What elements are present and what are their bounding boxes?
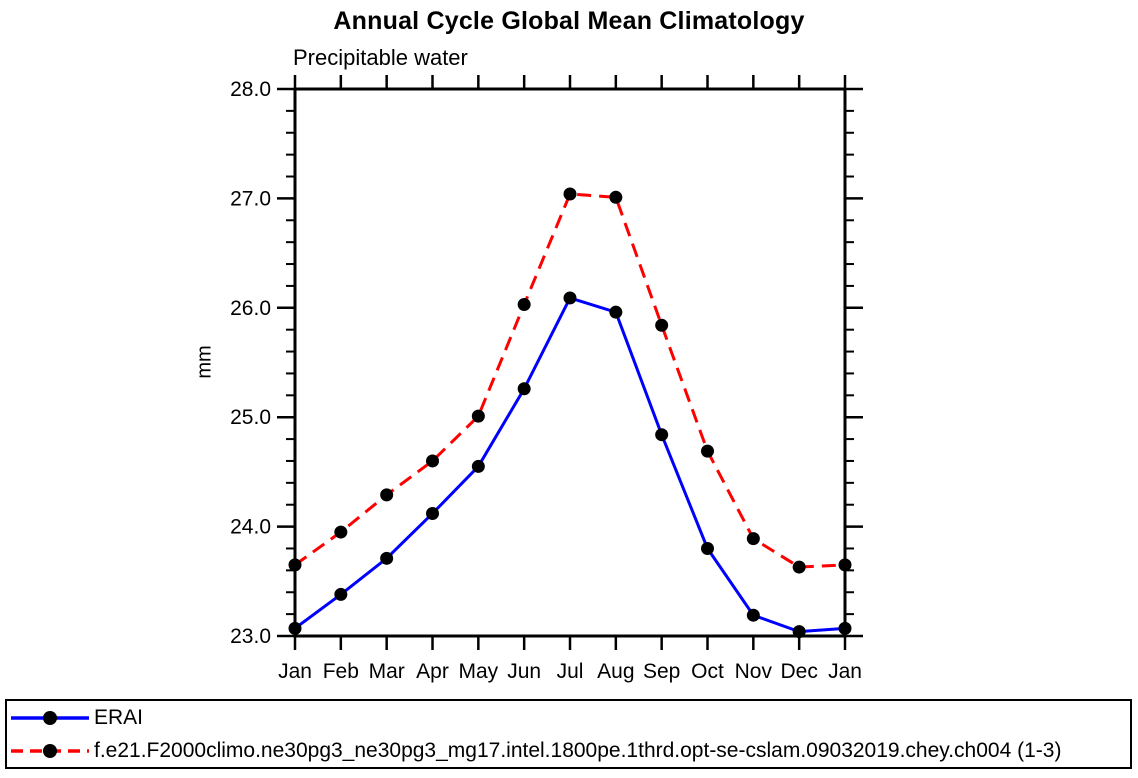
x-tick-label: Jan (828, 660, 862, 683)
data-point-marker (288, 558, 302, 572)
erai-key-line (11, 711, 89, 725)
y-tick-label: 26.0 (230, 297, 271, 320)
x-tick-label: Sep (643, 660, 680, 683)
data-point-marker (838, 621, 852, 635)
data-point-marker (471, 459, 485, 473)
model-key-line (11, 744, 89, 758)
data-point-marker (655, 428, 669, 442)
y-tick-label: 25.0 (230, 406, 271, 429)
x-tick-label: Nov (735, 660, 773, 683)
chart-title: Annual Cycle Global Mean Climatology (333, 7, 805, 35)
data-point-marker (792, 560, 806, 574)
data-point-marker (334, 587, 348, 601)
data-point-marker (746, 532, 760, 546)
x-tick-label: May (458, 660, 498, 683)
y-tick-label: 27.0 (230, 187, 271, 210)
legend-item-erai: ERAI (9, 705, 143, 731)
plot-frame (293, 87, 847, 638)
model-line (294, 192, 846, 569)
data-point-marker (471, 409, 485, 423)
x-tick-label: Aug (597, 660, 634, 683)
x-tick-label: Oct (691, 660, 724, 683)
data-point-marker (380, 488, 394, 502)
data-point-marker (334, 525, 348, 539)
annual-cycle-line-plot: Jan Feb Mar Apr May Jun Jul Aug Sep Oct Nov Dec Jan 2… (230, 75, 863, 683)
data-point-marker (609, 305, 623, 319)
data-point-marker (563, 187, 577, 201)
x-tick-label: Jul (557, 660, 584, 683)
x-tick-label: Jan (278, 660, 312, 683)
x-tick-label: Jun (507, 660, 541, 683)
legend-label-erai: ERAI (94, 706, 144, 729)
erai-line (294, 296, 846, 634)
data-point-marker (517, 382, 531, 396)
data-point-marker (838, 558, 852, 572)
x-tick-label: Mar (369, 660, 405, 683)
legend-key-marker (43, 711, 57, 725)
legend: ERAI f.e21.F2000climo.ne30pg3_ne30pg3_mg… (5, 699, 1132, 769)
data-point-marker (701, 541, 714, 555)
data-point-marker (517, 298, 531, 312)
legend-label-model: f.e21.F2000climo.ne30pg3_ne30pg3_mg17.in… (94, 739, 1062, 762)
x-tick-label: Dec (780, 660, 817, 683)
data-point-marker (426, 454, 439, 468)
data-point-marker (563, 291, 577, 305)
data-point-marker (746, 608, 760, 622)
data-point-marker (426, 506, 439, 520)
data-point-marker (655, 318, 669, 332)
y-tick-label: 23.0 (230, 625, 271, 648)
legend-key-marker (43, 744, 57, 758)
x-tick-label: Feb (323, 660, 359, 683)
data-point-marker (701, 444, 714, 458)
data-point-marker (288, 621, 302, 635)
data-point-marker (609, 190, 623, 204)
x-tick-label: Apr (416, 660, 449, 683)
y-tick-label: 24.0 (230, 516, 271, 539)
data-point-marker (380, 551, 394, 565)
chart-subtitle: Precipitable water (293, 45, 468, 70)
legend-item-model: f.e21.F2000climo.ne30pg3_ne30pg3_mg17.in… (9, 738, 1061, 764)
y-tick-label: 28.0 (230, 78, 271, 101)
data-point-marker (792, 625, 806, 639)
